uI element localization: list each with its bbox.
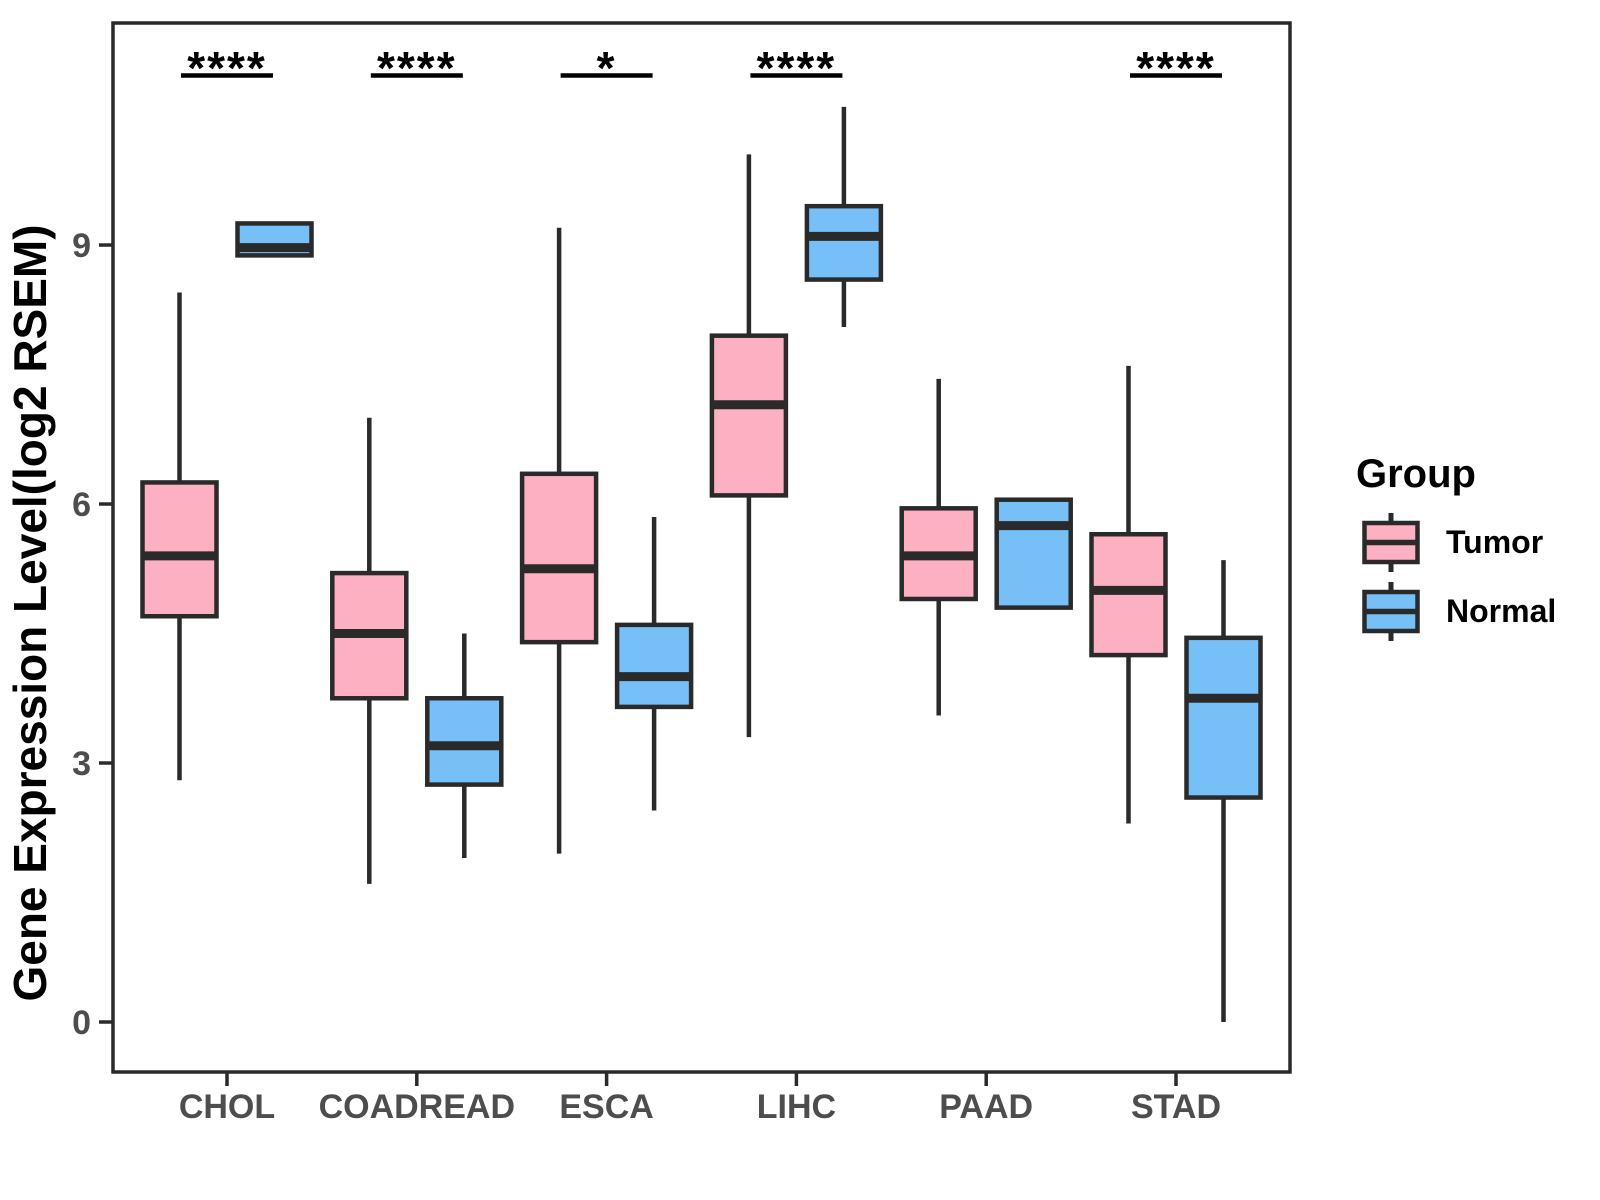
panel-border bbox=[111, 21, 1292, 1074]
box-normal-LIHC bbox=[804, 106, 884, 328]
box-normal-PAAD bbox=[994, 497, 1073, 610]
significance-stars: **** bbox=[1136, 42, 1216, 94]
iqr-box bbox=[1184, 635, 1263, 800]
box-tumor-COADREAD bbox=[330, 417, 409, 884]
legend-key-normal: Normal bbox=[1362, 582, 1556, 641]
x-tick-label: ESCA bbox=[559, 1088, 653, 1126]
x-tick-label: PAAD bbox=[939, 1088, 1033, 1126]
box-normal-STAD bbox=[1184, 560, 1263, 1022]
significance-stars: **** bbox=[757, 42, 837, 94]
legend-key-tumor: Tumor bbox=[1362, 513, 1543, 572]
box-tumor-ESCA bbox=[519, 227, 599, 854]
x-tick-label: LIHC bbox=[757, 1088, 836, 1126]
y-tick-label: 0 bbox=[72, 1004, 91, 1042]
x-tick-label: COADREAD bbox=[319, 1088, 515, 1126]
y-axis-title: Gene Expression Level(log2 RSEM) bbox=[4, 224, 56, 1001]
iqr-box bbox=[140, 480, 219, 619]
legend-label-tumor: Tumor bbox=[1446, 524, 1543, 560]
y-tick-label: 9 bbox=[72, 227, 91, 265]
iqr-box bbox=[519, 471, 599, 645]
significance-stars: **** bbox=[187, 42, 267, 94]
iqr-box bbox=[994, 497, 1073, 610]
legend-label-normal: Normal bbox=[1446, 593, 1556, 629]
iqr-box bbox=[614, 622, 694, 710]
x-tick-label: CHOL bbox=[179, 1088, 275, 1126]
box-tumor-CHOL bbox=[140, 292, 219, 781]
y-tick-label: 6 bbox=[72, 486, 91, 524]
iqr-box bbox=[709, 333, 789, 498]
significance-stars: * bbox=[597, 42, 617, 94]
legend: Group Tumor Normal bbox=[1356, 452, 1556, 641]
box-tumor-LIHC bbox=[709, 154, 789, 738]
box-tumor-PAAD bbox=[899, 378, 978, 716]
box-normal-CHOL bbox=[235, 221, 314, 258]
significance-stars: **** bbox=[377, 42, 457, 94]
legend-title: Group bbox=[1356, 452, 1476, 496]
box-normal-ESCA bbox=[614, 516, 694, 811]
box-tumor-STAD bbox=[1089, 365, 1168, 824]
x-tick-label: STAD bbox=[1131, 1088, 1221, 1126]
iqr-box bbox=[804, 203, 884, 282]
y-tick-label: 3 bbox=[72, 745, 91, 783]
box-normal-COADREAD bbox=[425, 633, 504, 858]
